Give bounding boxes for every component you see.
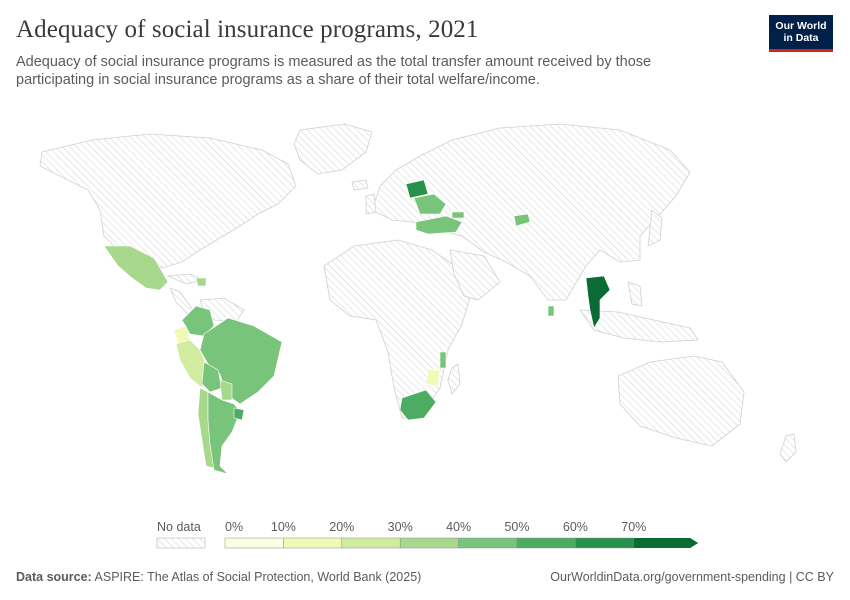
countries-with-data [103, 179, 611, 475]
country-uruguay[interactable] [233, 407, 245, 421]
country-south-africa[interactable] [399, 389, 437, 421]
legend-tick-label: 50% [504, 520, 529, 534]
no-data-land [39, 123, 797, 463]
country-belarus[interactable] [405, 179, 429, 199]
world-map: No data 0% 10% 20% 30% 40% 50% 60% 70% [39, 123, 797, 549]
new-zealand[interactable] [779, 433, 797, 463]
north-america[interactable] [39, 133, 297, 269]
country-sri-lanka[interactable] [547, 305, 555, 317]
data-source: Data source: ASPIRE: The Atlas of Social… [16, 570, 421, 584]
legend-bin[interactable] [341, 537, 401, 549]
greenland[interactable] [293, 123, 373, 175]
country-mexico[interactable] [103, 245, 169, 291]
country-malawi[interactable] [439, 351, 447, 369]
footer-url[interactable]: OurWorldinData.org/government-spending |… [550, 570, 834, 584]
logo-line-1: Our World [775, 20, 827, 32]
legend-no-data-label: No data [157, 520, 201, 534]
legend-bin[interactable] [458, 537, 518, 549]
country-turkey[interactable] [415, 215, 463, 235]
legend-color-bins [224, 537, 699, 549]
country-kyrgyzstan[interactable] [513, 213, 531, 227]
country-bolivia[interactable] [201, 361, 223, 393]
legend-bin[interactable] [399, 537, 459, 549]
africa[interactable] [323, 239, 471, 419]
eurasia[interactable] [371, 123, 691, 301]
philippines[interactable] [627, 281, 643, 307]
country-ukraine[interactable] [413, 193, 447, 215]
arabia[interactable] [449, 249, 501, 301]
japan[interactable] [647, 209, 663, 247]
legend-tick-label: 20% [329, 520, 354, 534]
legend-tick-labels: 0% 10% 20% 30% 40% 50% 60% 70% [225, 520, 646, 534]
southeast-asia-islands[interactable] [579, 309, 699, 343]
country-brazil[interactable] [199, 317, 283, 405]
country-thailand[interactable] [585, 275, 611, 329]
legend-bin[interactable] [224, 537, 284, 549]
data-source-text: ASPIRE: The Atlas of Social Protection, … [94, 570, 422, 584]
chart-subtitle: Adequacy of social insurance programs is… [16, 54, 652, 88]
legend-tick-label: 0% [225, 520, 243, 534]
chart-title: Adequacy of social insurance programs, 2… [16, 16, 479, 43]
logo-line-2: in Data [783, 32, 819, 44]
iceland[interactable] [351, 179, 369, 191]
madagascar[interactable] [447, 363, 461, 395]
country-colombia[interactable] [181, 305, 215, 337]
country-georgia[interactable] [451, 211, 465, 219]
legend-bin[interactable] [283, 537, 343, 549]
legend: No data 0% 10% 20% 30% 40% 50% 60% 70% [156, 520, 699, 549]
data-source-label: Data source: [16, 570, 92, 584]
country-mozambique[interactable] [425, 369, 441, 387]
country-argentina[interactable] [207, 391, 241, 475]
country-paraguay[interactable] [219, 379, 233, 401]
legend-no-data-swatch[interactable] [156, 537, 206, 549]
australia[interactable] [617, 355, 745, 447]
legend-bin[interactable] [575, 537, 635, 549]
legend-tick-label: 30% [388, 520, 413, 534]
legend-tick-label: 70% [621, 520, 646, 534]
legend-bin-open[interactable] [633, 538, 699, 548]
country-honduras[interactable] [195, 277, 207, 287]
uk[interactable] [365, 193, 377, 215]
legend-bin[interactable] [516, 537, 576, 549]
legend-tick-label: 60% [563, 520, 588, 534]
legend-tick-label: 40% [446, 520, 471, 534]
legend-tick-label: 10% [271, 520, 296, 534]
owid-logo[interactable]: Our World in Data [769, 15, 833, 52]
